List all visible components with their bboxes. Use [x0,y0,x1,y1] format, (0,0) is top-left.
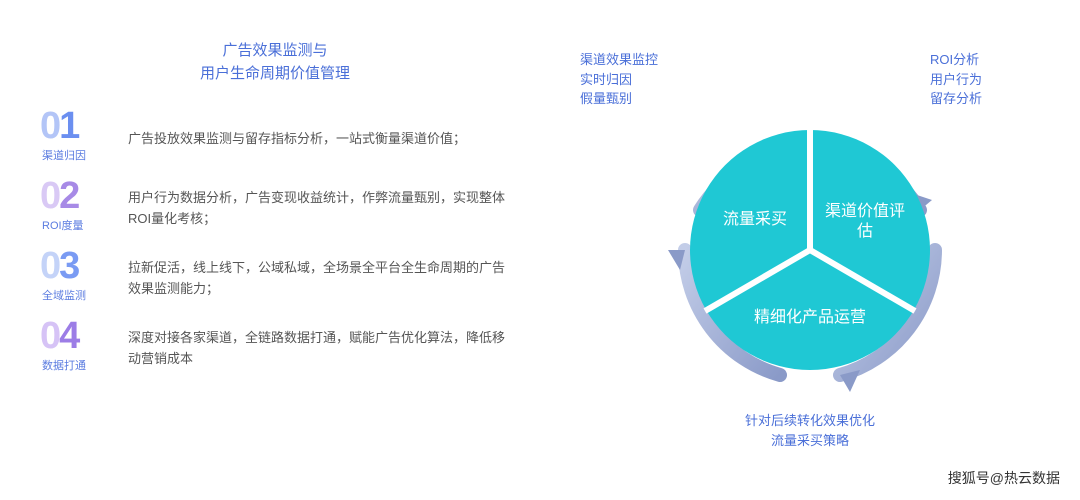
left-title: 广告效果监测与 用户生命周期价值管理 [40,40,510,85]
sublabel-04: 数据打通 [42,357,86,373]
annot-tr-0: ROI分析 [930,52,979,67]
annot-bottom: 针对后续转化效果优化 流量采买策略 [710,411,910,450]
desc-03: 拉新促活，线上线下，公域私域，全场景全平台全生命周期的广告效果监测能力； [120,258,510,300]
annot-bc-1: 流量采买策略 [771,433,849,448]
num-label-01: 01 渠道归因 [40,115,120,163]
item-03: 03 全域监测 拉新促活，线上线下，公域私域，全场景全平台全生命周期的广告效果监… [40,255,510,303]
sublabel-01: 渠道归因 [42,147,86,163]
seg2-label-l2: 估 [857,222,873,240]
item-04: 04 数据打通 深度对接各家渠道，全链路数据打通，赋能广告优化算法，降低移动营销… [40,325,510,373]
item-01: 01 渠道归因 广告投放效果监测与留存指标分析，一站式衡量渠道价值； [40,115,510,163]
desc-01: 广告投放效果监测与留存指标分析，一站式衡量渠道价值； [120,129,466,150]
seg2-label-l1: 渠道价值评 [825,202,905,220]
seg3-label: 精细化产品运营 [754,308,866,326]
item-02: 02 ROI度量 用户行为数据分析，广告变现收益统计，作弊流量甄别，实现整体RO… [40,185,510,233]
title-line2: 用户生命周期价值管理 [200,65,350,82]
num-label-04: 04 数据打通 [40,325,120,373]
left-panel: 广告效果监测与 用户生命周期价值管理 01 渠道归因 广告投放效果监测与留存指标… [0,0,540,500]
annot-bc-0: 针对后续转化效果优化 [745,413,875,428]
num-label-02: 02 ROI度量 [40,185,120,233]
right-panel: 渠道效果监控 实时归因 假量甄别 ROI分析 用户行为 留存分析 针对后续转化效… [540,0,1080,500]
desc-02: 用户行为数据分析，广告变现收益统计，作弊流量甄别，实现整体ROI量化考核； [120,188,510,230]
watermark: 搜狐号@热云数据 [948,468,1060,488]
sublabel-03: 全域监测 [42,287,86,303]
annot-tl-1: 实时归因 [580,72,632,87]
annot-tl-0: 渠道效果监控 [580,52,658,67]
seg1-label: 流量采买 [723,210,787,228]
sublabel-02: ROI度量 [42,217,84,233]
num-label-03: 03 全域监测 [40,255,120,303]
pie-chart: 流量采买 渠道价值评 估 精细化产品运营 [660,100,960,400]
desc-04: 深度对接各家渠道，全链路数据打通，赋能广告优化算法，降低移动营销成本 [120,328,510,370]
annot-tr-1: 用户行为 [930,72,982,87]
title-line1: 广告效果监测与 [222,42,327,59]
annot-tl-2: 假量甄别 [580,91,632,106]
